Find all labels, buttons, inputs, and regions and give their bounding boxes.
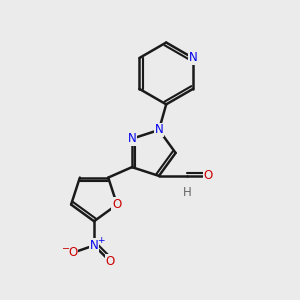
Text: N: N (189, 52, 197, 64)
Text: N: N (154, 124, 163, 136)
Text: O: O (68, 246, 77, 259)
Text: O: O (112, 198, 122, 211)
Text: −: − (62, 244, 70, 254)
Text: N: N (128, 132, 136, 145)
Text: O: O (203, 169, 213, 182)
Text: N: N (90, 239, 98, 252)
Text: +: + (97, 236, 104, 244)
Text: H: H (182, 186, 191, 199)
Text: O: O (106, 255, 115, 268)
